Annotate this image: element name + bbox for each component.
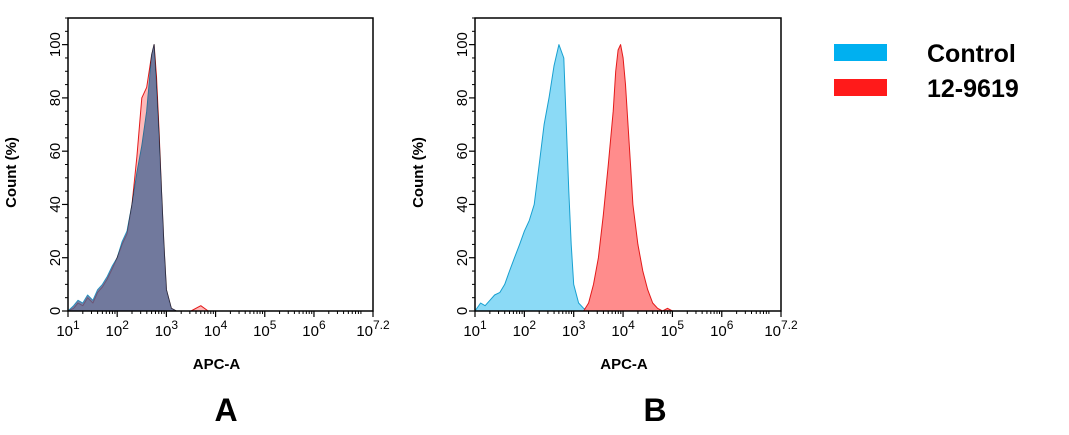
- x-tick-label: 102: [513, 318, 537, 340]
- x-tick-label: 107.2: [356, 318, 390, 340]
- y-tick-label: 80: [454, 90, 471, 107]
- x-tick-label: 101: [463, 318, 487, 340]
- legend: Control 12-9619: [834, 40, 1019, 103]
- y-axis-label: Count (%): [410, 137, 427, 208]
- histogram-panels: 0 20 40 60 80 100 101 102 103 104 105 106 107.2 APC-A…: [3, 17, 798, 428]
- legend-swatch-control: [834, 44, 887, 61]
- series-area-control: [474, 44, 589, 312]
- x-tick-label: 105: [253, 318, 277, 340]
- x-axis-label: APC-A: [600, 356, 648, 373]
- y-tick-label: 100: [47, 32, 64, 57]
- y-tick-label: 0: [47, 307, 64, 315]
- y-tick-label: 20: [454, 249, 471, 266]
- x-tick-label: 103: [155, 318, 179, 340]
- legend-swatch-12-9619: [834, 79, 887, 96]
- y-tick-label: 80: [47, 90, 64, 107]
- x-axis-label: APC-A: [193, 356, 241, 373]
- x-tick-label: 106: [302, 318, 326, 340]
- x-tick-label: 106: [710, 318, 734, 340]
- x-tick-label: 102: [106, 318, 130, 340]
- series-overlap-shade: [68, 44, 177, 311]
- histogram-panel-b: 0 20 40 60 80 100 101 102 103 104 105 106 107.2 APC-A…: [410, 17, 798, 428]
- x-tick-label: 104: [204, 318, 228, 340]
- y-axis-label: Count (%): [3, 137, 20, 208]
- y-tick-label: 60: [454, 143, 471, 160]
- legend-label-control: Control: [927, 40, 1016, 68]
- series-area-12-9619: [583, 44, 673, 312]
- x-tick-label: 107.2: [764, 318, 798, 340]
- x-tick-label: 101: [56, 318, 80, 340]
- y-tick-label: 0: [454, 307, 471, 315]
- y-tick-label: 100: [454, 32, 471, 57]
- x-tick-label: 104: [611, 318, 635, 340]
- x-tick-label: 105: [661, 318, 685, 340]
- legend-label-12-9619: 12-9619: [927, 75, 1019, 103]
- y-tick-label: 40: [454, 196, 471, 213]
- y-tick-label: 20: [47, 249, 64, 266]
- y-tick-label: 40: [47, 196, 64, 213]
- y-tick-label: 60: [47, 143, 64, 160]
- panel-label-b: B: [643, 392, 666, 428]
- x-tick-label: 103: [562, 318, 586, 340]
- panel-label-a: A: [214, 392, 237, 428]
- histogram-panel-a: 0 20 40 60 80 100 101 102 103 104 105 106 107.2 APC-A…: [3, 17, 390, 428]
